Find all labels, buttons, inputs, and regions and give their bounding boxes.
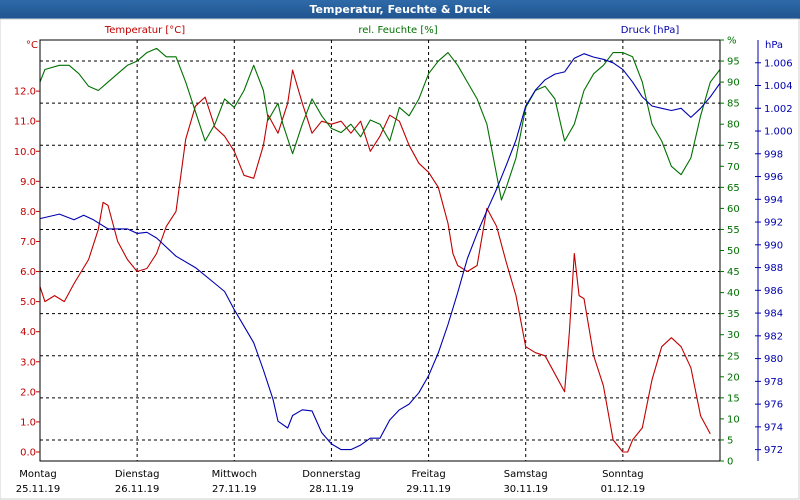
temperature-tick-label: 8.0 (20, 207, 36, 218)
humidity-tick-label: 40 (727, 288, 740, 299)
humidity-tick-label: 55 (727, 225, 740, 236)
pressure-tick-label: 988 (764, 263, 783, 274)
axes: 0 5 10 15 20 25 30 35 40 45 50 55 60 65 70 75 80 85 90 95% 0… (14, 36, 793, 468)
humidity-tick-label: 10 (727, 414, 740, 425)
pressure-tick-label: 1.000 (764, 127, 793, 138)
x-axis-labels: Montag 25.11.19 Dienstag 26.11.19 Mittwoch 27… (16, 469, 645, 495)
pressure-header: Druck [hPa] (621, 25, 680, 36)
humidity-tick-label: 25 (727, 351, 740, 362)
temperature-tick-label: 5.0 (20, 297, 36, 308)
pressure-tick-label: 1.006 (764, 58, 793, 69)
temperature-tick-label: 1.0 (20, 417, 36, 428)
humidity-tick-label: 15 (727, 393, 740, 404)
pressure-tick-label: 994 (764, 195, 783, 206)
humidity-tick-label: 95 (727, 57, 740, 68)
humidity-tick-label: 85 (727, 99, 740, 110)
temperature-tick-label: 3.0 (20, 357, 36, 368)
x-day-label: Dienstag (115, 469, 160, 480)
series-line-humidity (39, 47, 721, 201)
temperature-unit-label: °C (26, 40, 38, 51)
series-line-pressure (39, 53, 721, 451)
x-date-label: 01.12.19 (601, 484, 646, 495)
humidity-tick-label: 20 (727, 372, 740, 383)
pressure-tick-label: 972 (764, 445, 783, 456)
humidity-tick-label: 45 (727, 267, 740, 278)
x-date-label: 28.11.19 (309, 484, 354, 495)
temperature-tick-label: 4.0 (20, 327, 36, 338)
pressure-tick-label: 974 (764, 422, 783, 433)
pressure-tick-label: 980 (764, 354, 783, 365)
humidity-tick-label: % (727, 36, 737, 47)
pressure-tick-label: 976 (764, 400, 783, 411)
humidity-tick-label: 70 (727, 162, 740, 173)
pressure-tick-label: 986 (764, 286, 783, 297)
x-date-label: 25.11.19 (16, 484, 61, 495)
pressure-tick-label: 996 (764, 172, 783, 183)
series-line-temperature (39, 69, 711, 453)
x-day-label: Donnerstag (302, 469, 360, 480)
pressure-tick-label: 1.004 (764, 81, 793, 92)
humidity-tick-label: 65 (727, 183, 740, 194)
humidity-tick-label: 80 (727, 120, 740, 131)
x-date-label: 29.11.19 (406, 484, 451, 495)
x-day-label: Sonntag (602, 469, 644, 480)
humidity-tick-label: 35 (727, 309, 740, 320)
temperature-tick-label: 10.0 (14, 147, 36, 158)
x-day-label: Mittwoch (212, 469, 257, 480)
temperature-tick-label: 0.0 (20, 447, 36, 458)
humidity-tick-label: 50 (727, 246, 740, 257)
humidity-tick-label: 0 (727, 457, 733, 468)
humidity-tick-label: 30 (727, 330, 740, 341)
humidity-tick-label: 5 (727, 435, 733, 446)
temperature-tick-label: 12.0 (14, 87, 36, 98)
temperature-tick-label: 7.0 (20, 237, 36, 248)
pressure-unit-label: hPa (765, 40, 783, 51)
humidity-tick-label: 75 (727, 141, 740, 152)
pressure-tick-label: 992 (764, 218, 783, 229)
humidity-header: rel. Feuchte [%] (358, 25, 437, 36)
pressure-tick-label: 984 (764, 309, 783, 320)
x-day-label: Montag (19, 469, 56, 480)
temperature-tick-label: 11.0 (14, 117, 36, 128)
x-day-label: Freitag (411, 469, 445, 480)
x-date-label: 27.11.19 (212, 484, 257, 495)
chart-frame (0, 18, 800, 500)
pressure-tick-label: 1.002 (764, 104, 793, 115)
pressure-tick-label: 978 (764, 377, 783, 388)
pressure-tick-label: 990 (764, 240, 783, 251)
humidity-tick-label: 90 (727, 78, 740, 89)
x-date-label: 30.11.19 (503, 484, 548, 495)
temperature-header: Temperatur [°C] (104, 25, 185, 36)
temperature-tick-label: 6.0 (20, 267, 36, 278)
temperature-tick-label: 2.0 (20, 387, 36, 398)
x-date-label: 26.11.19 (115, 484, 160, 495)
x-day-label: Samstag (504, 469, 548, 480)
series-layer (39, 47, 721, 453)
window-title: Temperatur, Feuchte & Druck (0, 0, 800, 19)
humidity-tick-label: 60 (727, 204, 740, 215)
temperature-tick-label: 9.0 (20, 177, 36, 188)
pressure-tick-label: 982 (764, 331, 783, 342)
pressure-tick-label: 998 (764, 149, 783, 160)
